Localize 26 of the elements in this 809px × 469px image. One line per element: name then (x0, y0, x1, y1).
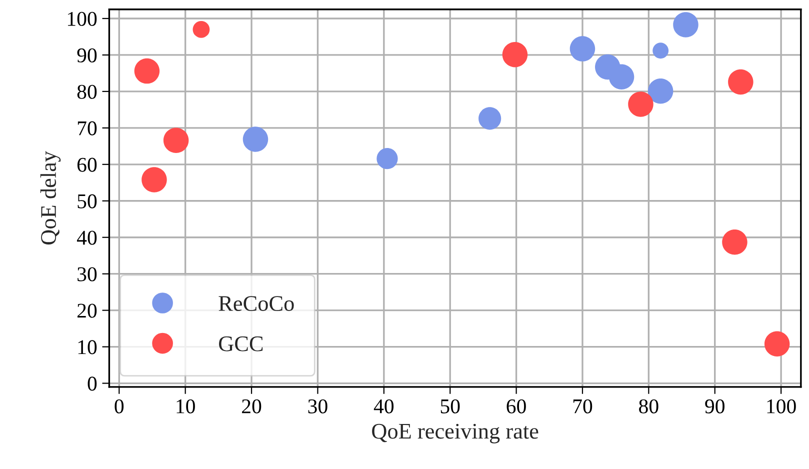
legend-label: ReCoCo (218, 296, 294, 312)
y-tick-label: 50 (78, 194, 97, 208)
y-tick-label: 30 (78, 267, 97, 282)
legend-label: GCC (219, 336, 263, 352)
x-tick-label: 30 (308, 399, 328, 414)
y-tick-label: 0 (88, 376, 97, 391)
x-tick-label: 100 (767, 399, 796, 414)
y-tick-label: 80 (77, 84, 97, 99)
x-tick-label: 10 (176, 399, 195, 414)
x-axis-title: QoE receiving rate (372, 424, 538, 444)
y-tick-label: 10 (78, 340, 97, 354)
x-tick-label: 50 (440, 399, 460, 414)
y-tick-label: 40 (76, 230, 97, 245)
x-tick-label: 0 (114, 399, 124, 414)
y-axis-title: QoE delay (40, 151, 61, 244)
x-tick-label: 40 (374, 399, 394, 414)
y-tick-label: 60 (77, 158, 97, 172)
x-tick-label: 70 (573, 399, 592, 414)
y-tick-label: 70 (78, 121, 97, 136)
y-tick-label: 100 (68, 12, 97, 26)
y-tick-label: 20 (77, 304, 97, 318)
x-tick-label: 90 (705, 399, 724, 414)
y-tick-label: 90 (77, 48, 97, 62)
x-tick-label: 20 (242, 399, 262, 414)
x-tick-label: 60 (506, 399, 526, 414)
x-tick-label: 80 (639, 399, 658, 414)
